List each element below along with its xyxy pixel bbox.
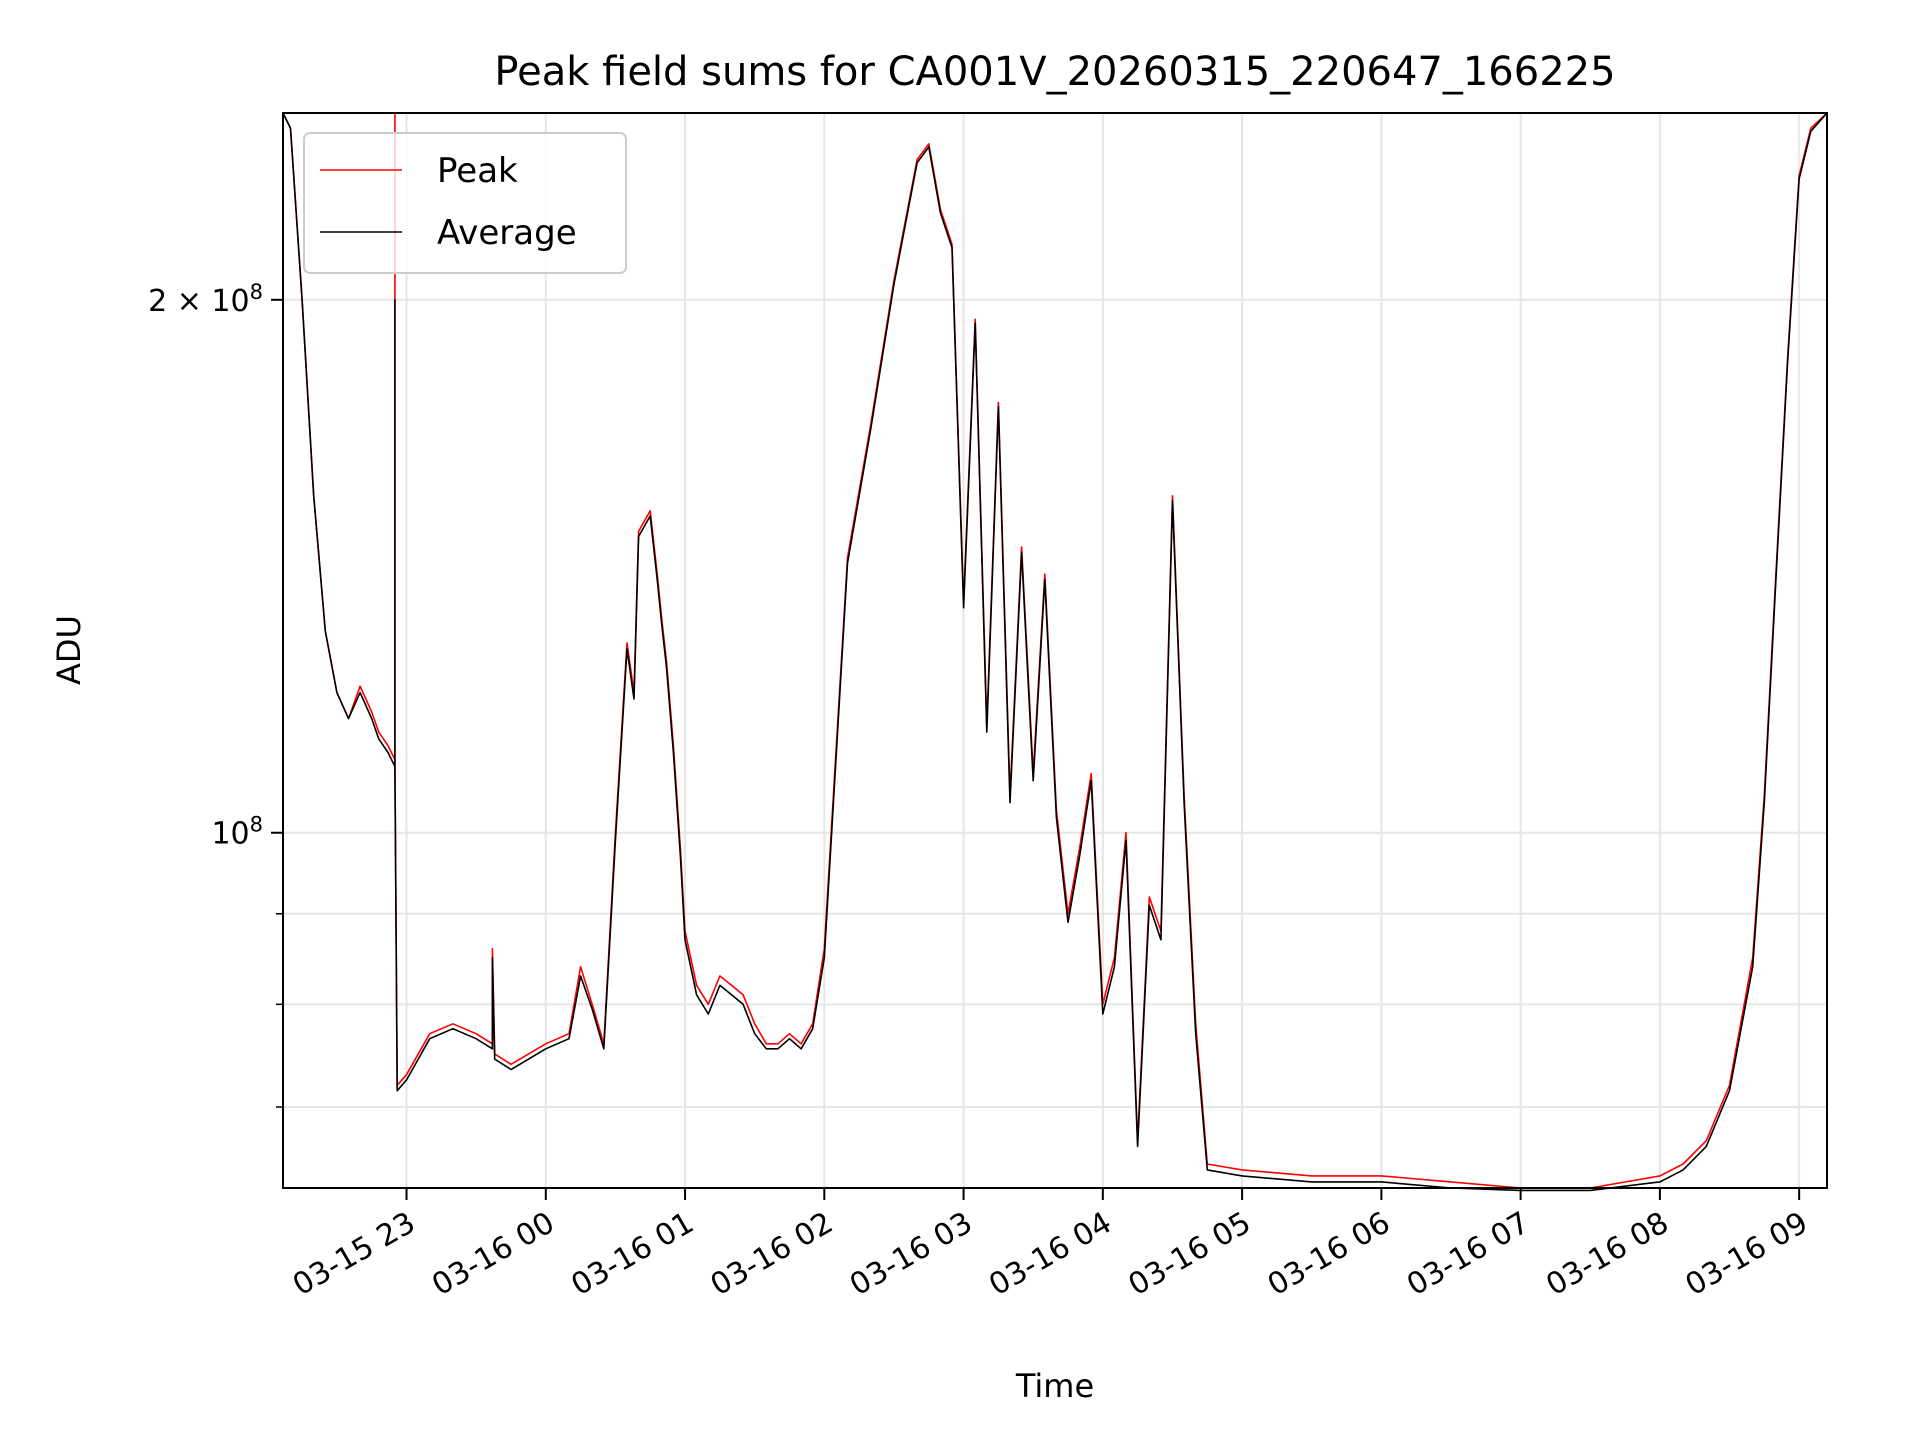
legend-label-peak: Peak [437, 151, 518, 191]
legend-label-average: Average [437, 213, 577, 253]
legend: Peak Average [303, 132, 627, 274]
series-line-peak [282, 112, 1828, 1189]
y-tick-label: 2 × 108 [148, 280, 263, 319]
grid-lines [283, 113, 1827, 1188]
chart-title: Peak field sums for CA001V_20260315_2206… [494, 49, 1615, 95]
series-lines [282, 112, 1828, 1192]
y-axis-label: ADU [50, 615, 88, 685]
plot-frame [282, 112, 1828, 1189]
series-line-average [282, 112, 1828, 1192]
y-axis: 108 2 × 108 [148, 280, 283, 1108]
legend-box [303, 132, 627, 274]
x-axis-label: Time [1015, 1367, 1094, 1405]
y-tick-label: 108 [211, 813, 263, 852]
